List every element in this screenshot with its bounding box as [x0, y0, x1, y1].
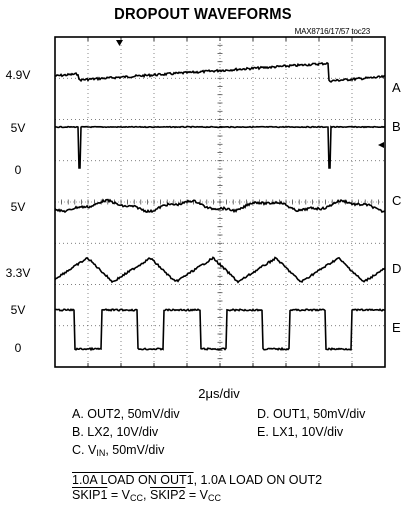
legend-item-d: D. OUT1, 50mV/div: [257, 405, 365, 423]
y-label-c: 5V: [0, 200, 38, 214]
y-label-d: 3.3V: [0, 266, 38, 280]
y-label-a: 4.9V: [0, 68, 38, 82]
legend-right: D. OUT1, 50mV/div E. LX1, 10V/div: [257, 405, 365, 441]
trace-d: [55, 257, 385, 282]
y-label-e-high: 5V: [0, 303, 38, 317]
y-label-b-high: 5V: [0, 121, 38, 135]
legend-item-a: A. OUT2, 50mV/div: [72, 405, 180, 423]
trace-label-d: D: [392, 261, 401, 276]
y-label-b-low: 0: [0, 163, 38, 177]
trace-b: [55, 127, 385, 168]
test-conditions: 1.0A LOAD ON OUT1, 1.0A LOAD ON OUT2 SKI…: [72, 473, 322, 506]
legend-left: A. OUT2, 50mV/div B. LX2, 10V/div C. VIN…: [72, 405, 180, 462]
legend-item-b: B. LX2, 10V/div: [72, 423, 180, 441]
trace-label-c: C: [392, 193, 401, 208]
trace-label-b: B: [392, 119, 401, 134]
trace-label-a: A: [392, 80, 401, 95]
x-axis-label: 2μs/div: [0, 386, 406, 401]
legend-item-c: C. VIN, 50mV/div: [72, 441, 180, 462]
conditions-line-2: SKIP1 = VCC, SKIP2 = VCC: [72, 488, 322, 506]
traces: [55, 63, 385, 350]
level-marker-icon: [378, 142, 384, 148]
legend-item-e: E. LX1, 10V/div: [257, 423, 365, 441]
conditions-line-1: 1.0A LOAD ON OUT1, 1.0A LOAD ON OUT2: [72, 473, 322, 488]
trace-label-e: E: [392, 320, 401, 335]
trigger-marker-icon: [116, 40, 123, 46]
y-label-e-low: 0: [0, 341, 38, 355]
